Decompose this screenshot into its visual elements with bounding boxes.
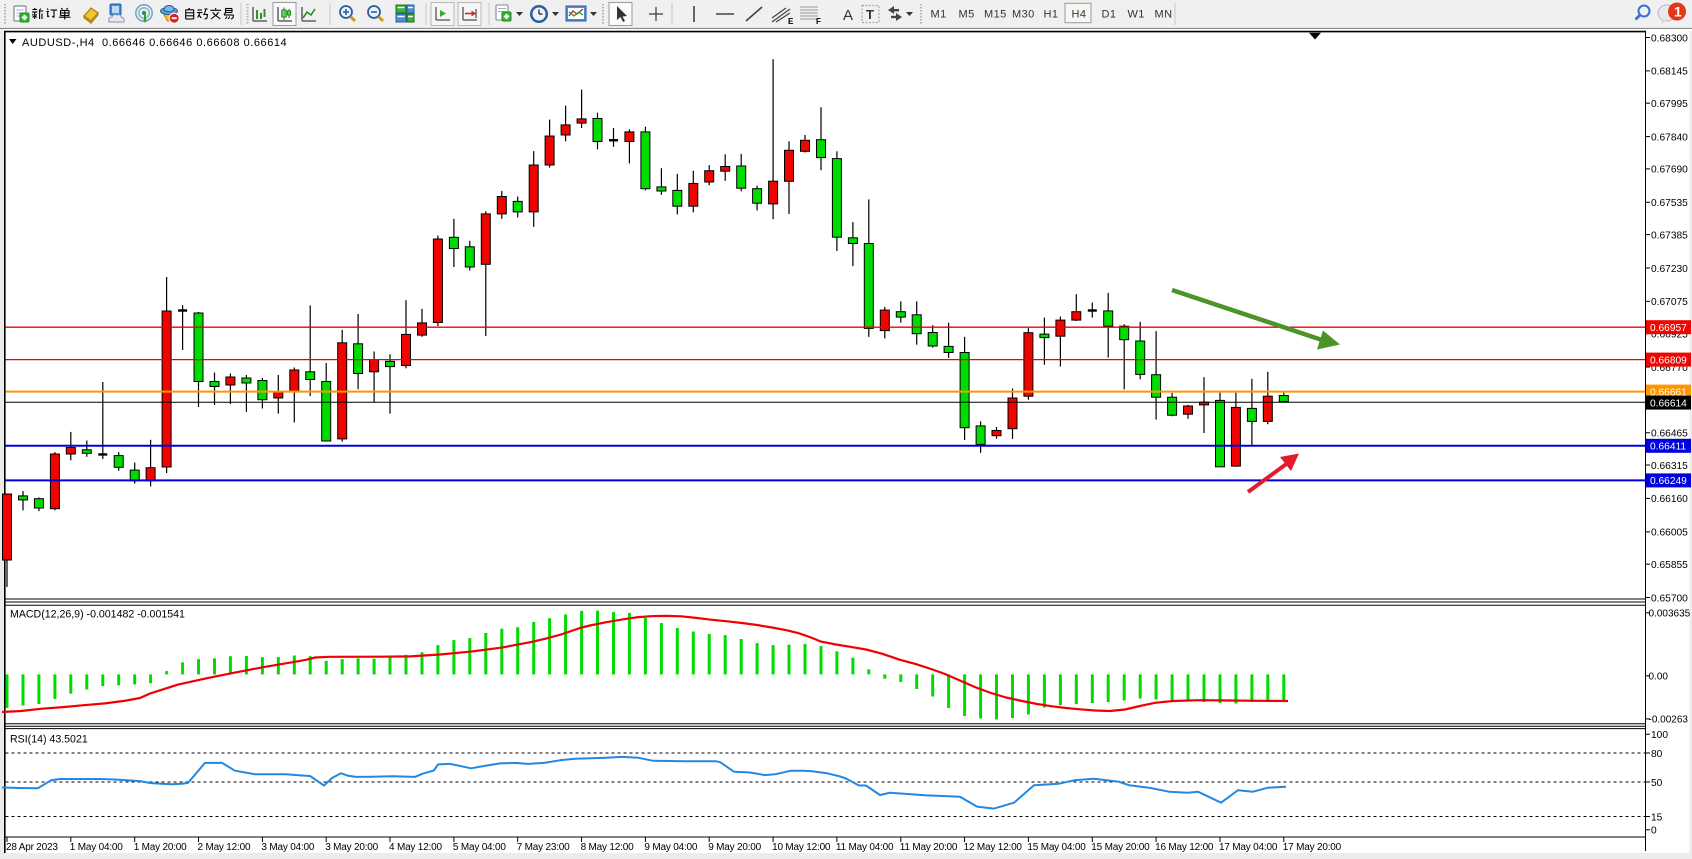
- svg-text:80: 80: [1651, 749, 1663, 760]
- svg-text:H1: H1: [1044, 9, 1059, 21]
- svg-text:0.66957: 0.66957: [1650, 323, 1687, 334]
- svg-text:0.66465: 0.66465: [1651, 429, 1688, 440]
- svg-text:11 May 04:00: 11 May 04:00: [836, 842, 894, 853]
- svg-text:11 May 20:00: 11 May 20:00: [900, 842, 958, 853]
- svg-text:MACD(12,26,9) -0.001482 -0.001: MACD(12,26,9) -0.001482 -0.001541: [10, 609, 185, 621]
- svg-text:0.65855: 0.65855: [1651, 560, 1688, 571]
- svg-text:0: 0: [1651, 826, 1657, 837]
- svg-text:0.66661: 0.66661: [1650, 387, 1687, 398]
- svg-text:0.66005: 0.66005: [1651, 528, 1688, 539]
- svg-text:E: E: [788, 17, 794, 26]
- svg-text:0.66770: 0.66770: [1651, 363, 1688, 374]
- svg-text:1 May 20:00: 1 May 20:00: [134, 842, 187, 853]
- svg-text:M15: M15: [984, 9, 1007, 21]
- svg-text:M5: M5: [959, 9, 975, 21]
- svg-text:17 May 04:00: 17 May 04:00: [1219, 842, 1278, 853]
- svg-text:5 May 04:00: 5 May 04:00: [453, 842, 506, 853]
- svg-text:4 May 12:00: 4 May 12:00: [389, 842, 442, 853]
- svg-text:0.67230: 0.67230: [1651, 264, 1688, 275]
- svg-text:AUDUSD-,H4 0.66646 0.66646 0.: AUDUSD-,H4 0.66646 0.66646 0.66608 0.666…: [22, 37, 287, 49]
- svg-text:0.67535: 0.67535: [1651, 198, 1688, 209]
- svg-text:9 May 20:00: 9 May 20:00: [708, 842, 761, 853]
- svg-text:M1: M1: [931, 9, 947, 21]
- svg-text:D1: D1: [1102, 9, 1117, 21]
- svg-text:15 May 04:00: 15 May 04:00: [1027, 842, 1086, 853]
- svg-text:0.00: 0.00: [1649, 672, 1669, 683]
- svg-text:0.66160: 0.66160: [1651, 494, 1688, 505]
- svg-text:0.66614: 0.66614: [1650, 398, 1687, 409]
- svg-text:7 May 23:00: 7 May 23:00: [517, 842, 570, 853]
- svg-text:0.65700: 0.65700: [1651, 593, 1688, 604]
- svg-text:F: F: [816, 17, 821, 26]
- svg-text:M30: M30: [1012, 9, 1035, 21]
- svg-text:0.66315: 0.66315: [1651, 461, 1688, 472]
- svg-text:0.66249: 0.66249: [1650, 476, 1687, 487]
- svg-text:0.003635: 0.003635: [1649, 609, 1691, 620]
- svg-text:0.67075: 0.67075: [1651, 297, 1688, 308]
- svg-text:0.67840: 0.67840: [1651, 132, 1688, 143]
- svg-text:0.68300: 0.68300: [1651, 33, 1688, 44]
- svg-text:15 May 20:00: 15 May 20:00: [1091, 842, 1150, 853]
- svg-text:3 May 20:00: 3 May 20:00: [325, 842, 378, 853]
- svg-text:2 May 12:00: 2 May 12:00: [198, 842, 251, 853]
- svg-text:17 May 20:00: 17 May 20:00: [1283, 842, 1342, 853]
- svg-text:9 May 04:00: 9 May 04:00: [644, 842, 697, 853]
- svg-text:W1: W1: [1128, 9, 1145, 21]
- svg-text:0.67690: 0.67690: [1651, 165, 1688, 176]
- svg-text:10 May 12:00: 10 May 12:00: [772, 842, 831, 853]
- svg-text:8 May 12:00: 8 May 12:00: [581, 842, 634, 853]
- svg-text:MN: MN: [1155, 9, 1173, 21]
- svg-text:0.68145: 0.68145: [1651, 67, 1688, 78]
- svg-text:-0.00263: -0.00263: [1649, 715, 1689, 726]
- svg-text:0.66809: 0.66809: [1650, 355, 1687, 366]
- svg-text:16 May 12:00: 16 May 12:00: [1155, 842, 1214, 853]
- svg-text:0.66411: 0.66411: [1650, 442, 1686, 453]
- svg-text:50: 50: [1651, 778, 1663, 789]
- svg-text:A: A: [843, 7, 853, 24]
- svg-text:H4: H4: [1072, 9, 1087, 21]
- svg-text:28 Apr 2023: 28 Apr 2023: [6, 842, 58, 853]
- svg-text:15: 15: [1651, 812, 1663, 823]
- svg-text:100: 100: [1651, 730, 1668, 741]
- svg-text:T: T: [866, 7, 874, 22]
- svg-text:0.67995: 0.67995: [1651, 99, 1688, 110]
- svg-text:1 May 04:00: 1 May 04:00: [70, 842, 123, 853]
- svg-text:3 May 04:00: 3 May 04:00: [261, 842, 314, 853]
- svg-text:0.66925: 0.66925: [1651, 329, 1688, 340]
- svg-text:12 May 12:00: 12 May 12:00: [964, 842, 1023, 853]
- svg-text:0.67385: 0.67385: [1651, 230, 1688, 241]
- svg-text:1: 1: [1674, 4, 1682, 20]
- svg-text:RSI(14) 43.5021: RSI(14) 43.5021: [10, 734, 88, 746]
